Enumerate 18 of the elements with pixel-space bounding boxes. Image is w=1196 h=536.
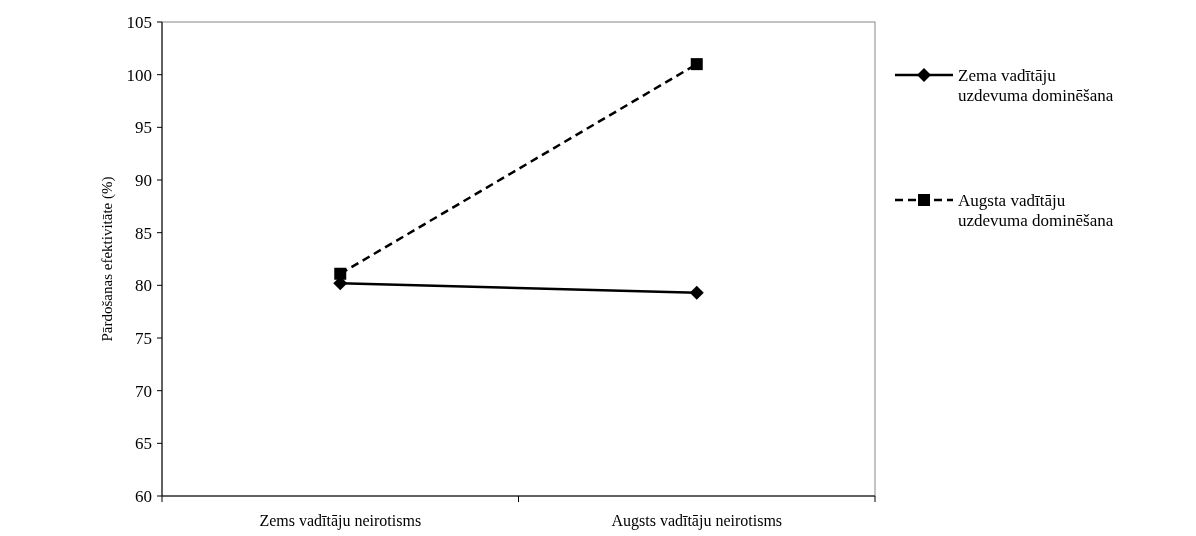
point <box>690 58 703 71</box>
y-tick-label: 90 <box>135 170 152 190</box>
x-tick-label: Zems vadītāju neirotisms <box>259 512 422 530</box>
y-axis-title: Pārdošanas efektivitāte (%) <box>99 176 116 342</box>
point <box>689 285 704 300</box>
y-tick-label: 85 <box>135 223 152 243</box>
y-tick-label: 105 <box>126 12 152 32</box>
y-tick-label: 100 <box>126 65 152 85</box>
legend-label: Augsta vadītāju uzdevuma dominēšana <box>958 190 1114 231</box>
y-tick-label: 70 <box>135 381 152 401</box>
y-tick-label: 95 <box>135 118 152 138</box>
y-tick-label: 65 <box>135 434 152 454</box>
y-tick-label: 80 <box>135 276 152 296</box>
y-tick-label: 75 <box>135 328 152 348</box>
legend-label: Zema vadītāju uzdevuma dominēšana <box>958 65 1114 106</box>
point <box>334 267 347 280</box>
y-tick-label: 60 <box>135 486 152 506</box>
x-tick-label: Augsts vadītāju neirotisms <box>611 512 783 530</box>
